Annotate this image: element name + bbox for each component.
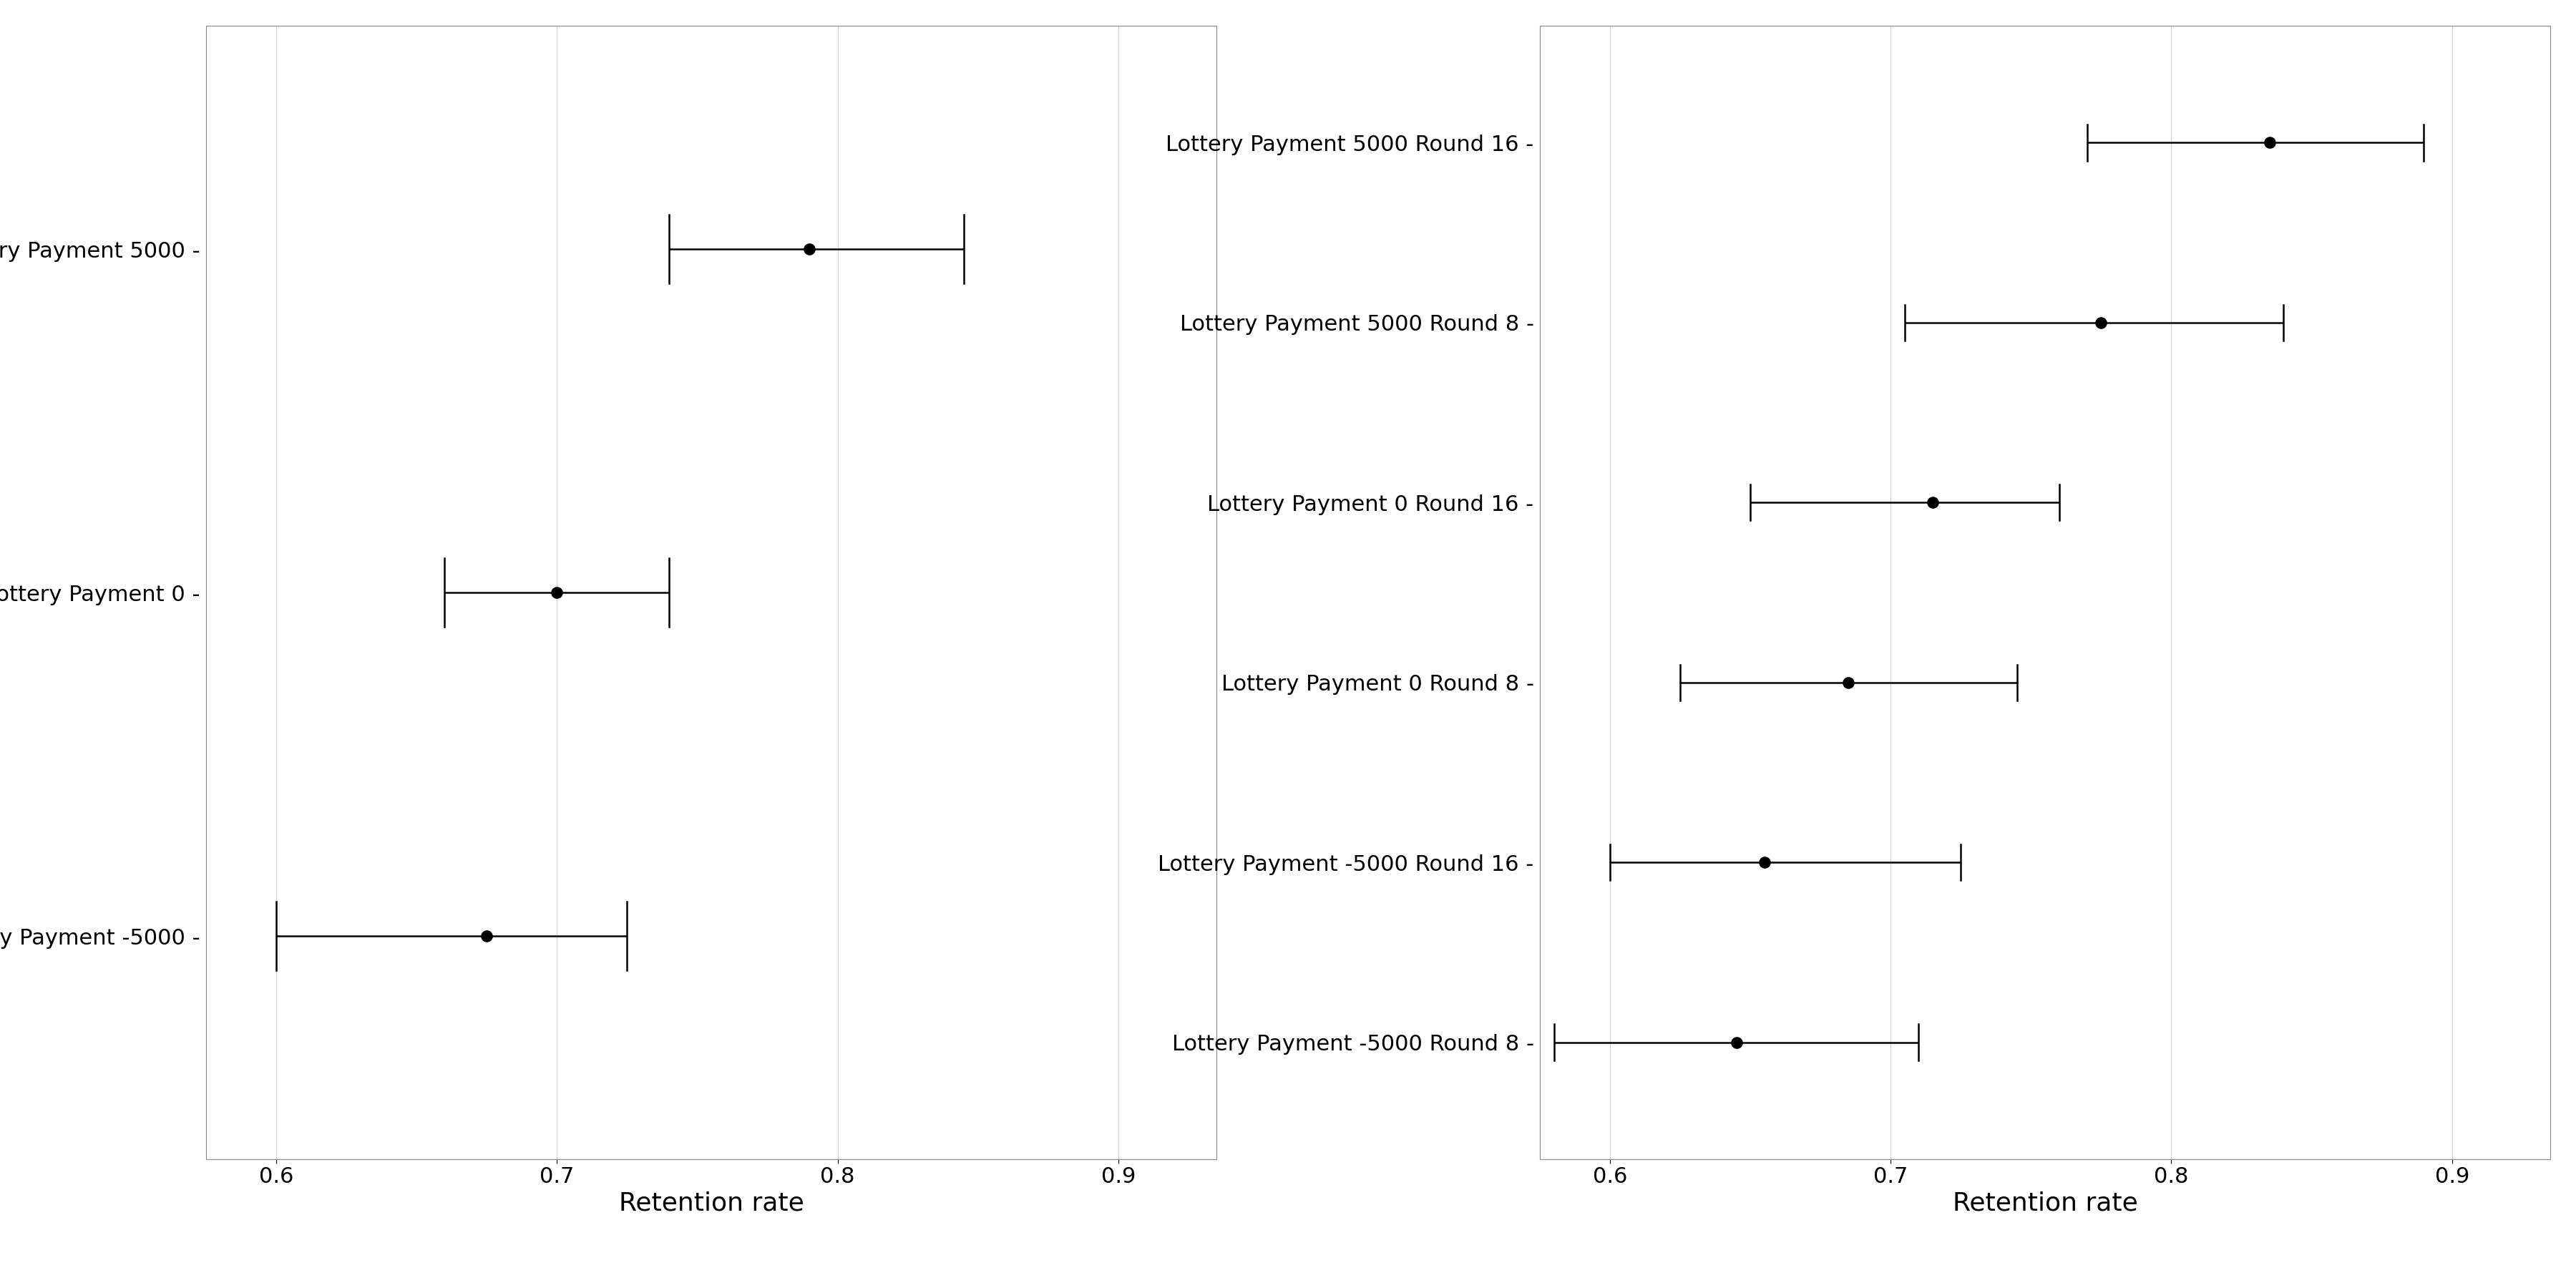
X-axis label: Retention rate: Retention rate [1953,1191,2138,1216]
Point [536,582,577,603]
Point [788,238,829,259]
Point [1911,492,1953,513]
Point [1716,1032,1757,1052]
Point [1829,672,1870,693]
Point [1744,853,1785,873]
Point [2081,312,2123,332]
X-axis label: Retention rate: Retention rate [618,1191,804,1216]
Point [2249,133,2290,153]
Point [466,926,507,947]
